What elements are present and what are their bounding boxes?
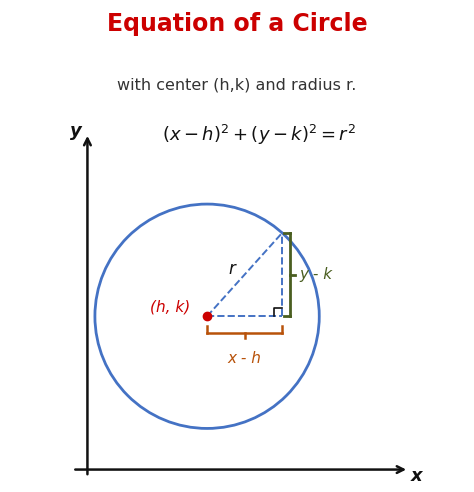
Text: y - k: y - k <box>300 267 333 282</box>
Text: y: y <box>70 122 82 140</box>
Text: with center (h,k) and radius r.: with center (h,k) and radius r. <box>117 78 357 92</box>
Text: $(x - h)^2 + (y - k)^2 = r^2$: $(x - h)^2 + (y - k)^2 = r^2$ <box>162 123 356 147</box>
Text: x - h: x - h <box>228 351 262 366</box>
Text: (h, k): (h, k) <box>150 300 190 314</box>
Text: Equation of a Circle: Equation of a Circle <box>107 12 367 35</box>
Text: r: r <box>228 260 235 278</box>
Text: x: x <box>411 467 422 485</box>
